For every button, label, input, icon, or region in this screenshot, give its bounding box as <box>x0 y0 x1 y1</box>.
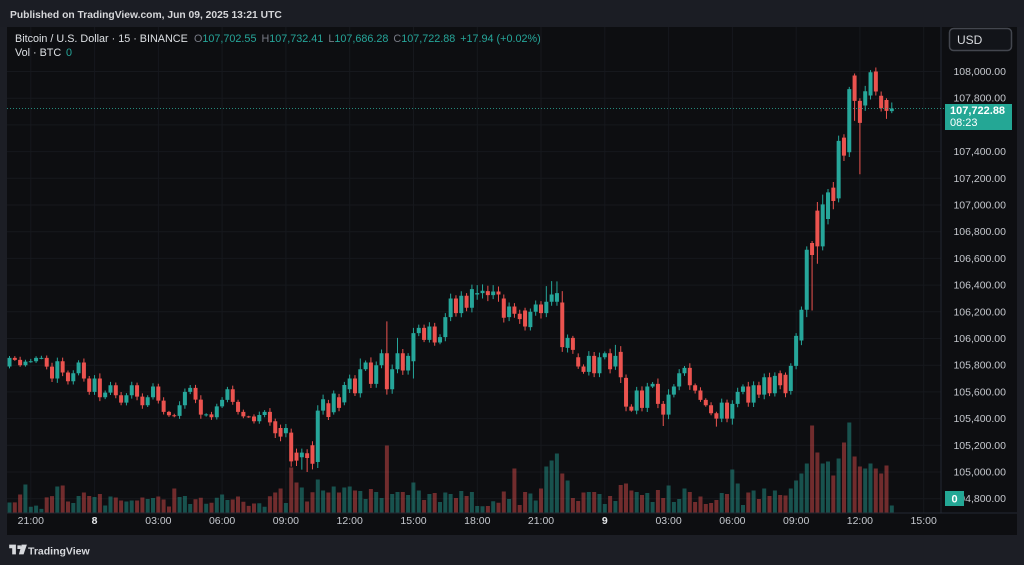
svg-text:108,000.00: 108,000.00 <box>953 66 1006 78</box>
svg-text:06:00: 06:00 <box>209 515 235 527</box>
svg-text:106,000.00: 106,000.00 <box>953 333 1006 345</box>
svg-text:03:00: 03:00 <box>145 515 171 527</box>
svg-text:15:00: 15:00 <box>400 515 426 527</box>
svg-text:106,800.00: 106,800.00 <box>953 226 1006 238</box>
svg-text:0: 0 <box>66 47 72 59</box>
svg-text:09:00: 09:00 <box>273 515 299 527</box>
svg-text:105,400.00: 105,400.00 <box>953 413 1006 425</box>
svg-text:0: 0 <box>951 494 957 506</box>
svg-text:107,400.00: 107,400.00 <box>953 146 1006 158</box>
svg-text:104,800.00: 104,800.00 <box>953 493 1006 505</box>
svg-text:9: 9 <box>602 515 608 527</box>
svg-text:12:00: 12:00 <box>337 515 363 527</box>
svg-text:Vol · BTC: Vol · BTC <box>15 47 61 59</box>
svg-text:06:00: 06:00 <box>719 515 745 527</box>
svg-text:105,600.00: 105,600.00 <box>953 386 1006 398</box>
svg-text:106,400.00: 106,400.00 <box>953 280 1006 292</box>
svg-text:18:00: 18:00 <box>464 515 490 527</box>
svg-text:107,000.00: 107,000.00 <box>953 200 1006 212</box>
svg-text:21:00: 21:00 <box>18 515 44 527</box>
svg-text:107,722.88: 107,722.88 <box>950 105 1005 117</box>
svg-text:105,200.00: 105,200.00 <box>953 440 1006 452</box>
svg-text:105,000.00: 105,000.00 <box>953 467 1006 479</box>
svg-text:TradingView: TradingView <box>28 546 90 558</box>
svg-text:Published on TradingView.com,: Published on TradingView.com, Jun 09, 20… <box>10 10 282 21</box>
svg-text:08:23: 08:23 <box>950 117 978 129</box>
svg-text:03:00: 03:00 <box>655 515 681 527</box>
svg-text:21:00: 21:00 <box>528 515 554 527</box>
svg-text:106,200.00: 106,200.00 <box>953 306 1006 318</box>
svg-text:15:00: 15:00 <box>911 515 937 527</box>
svg-text:12:00: 12:00 <box>847 515 873 527</box>
svg-text:8: 8 <box>92 515 98 527</box>
svg-text:09:00: 09:00 <box>783 515 809 527</box>
svg-text:107,200.00: 107,200.00 <box>953 173 1006 185</box>
svg-text:105,800.00: 105,800.00 <box>953 360 1006 372</box>
svg-text:107,800.00: 107,800.00 <box>953 93 1006 105</box>
svg-text:106,600.00: 106,600.00 <box>953 253 1006 265</box>
svg-text:USD: USD <box>957 33 983 47</box>
svg-text:Bitcoin / U.S. Dollar · 15 · B: Bitcoin / U.S. Dollar · 15 · BINANCE <box>15 33 188 45</box>
